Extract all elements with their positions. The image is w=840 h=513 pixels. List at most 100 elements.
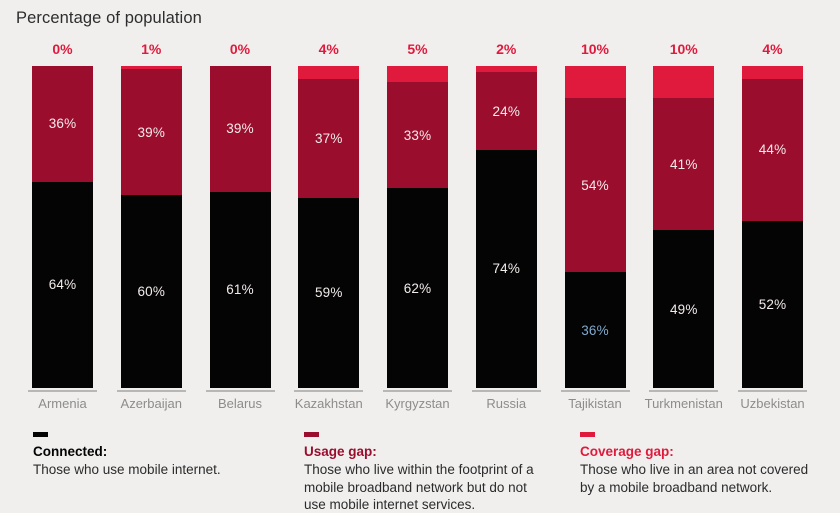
bar-column: 0% 36% 64% Armenia <box>28 40 97 415</box>
usage-gap-segment: 36% <box>32 66 93 182</box>
legend-description-connected: Those who use mobile internet. <box>33 462 221 477</box>
usage-gap-segment: 39% <box>120 69 182 195</box>
segment-value-label: 24% <box>492 103 521 119</box>
coverage-gap-segment <box>387 66 448 83</box>
connected-segment: 52% <box>742 220 803 388</box>
segment-value-label: 36% <box>48 116 77 132</box>
bar-column: 10% 54% 36% Tajikistan <box>560 40 630 415</box>
coverage-gap-value-label: 5% <box>407 41 428 57</box>
stacked-bar: 37% 59% <box>298 66 360 388</box>
coverage-gap-value-label: 4% <box>318 41 339 57</box>
stacked-bar: 44% 52% <box>742 66 803 388</box>
bar-column: 2% 24% 74% Russia <box>471 40 541 415</box>
connected-segment: 36% <box>564 272 626 388</box>
bar-baseline <box>28 390 97 392</box>
legend-label-coverage-gap: Coverage gap: <box>580 444 674 459</box>
coverage-gap-value-label: 1% <box>141 41 162 57</box>
stacked-bar: 39% 60% <box>120 66 182 388</box>
bar-baseline <box>471 390 541 392</box>
connected-segment: 59% <box>298 198 360 388</box>
coverage-gap-value-label: 4% <box>762 41 783 57</box>
legend-item-usage-gap: Usage gap: Those who live within the foo… <box>304 432 548 513</box>
coverage-gap-segment <box>653 66 715 99</box>
bar-column: 10% 41% 49% Turkmenistan <box>645 40 723 415</box>
coverage-gap-segment <box>298 66 360 79</box>
connected-segment: 64% <box>32 181 93 388</box>
segment-value-label: 36% <box>581 322 609 338</box>
country-label: Kazakhstan <box>294 396 363 411</box>
bar-baseline <box>116 390 186 392</box>
country-label: Kyrgyzstan <box>385 396 450 411</box>
segment-value-label: 41% <box>669 156 698 172</box>
country-label: Russia <box>486 396 527 411</box>
stacked-bar: 33% 62% <box>387 66 448 388</box>
stacked-bar: 24% 74% <box>475 66 537 388</box>
segment-value-label: 39% <box>137 124 166 140</box>
country-label: Tajikistan <box>568 396 622 411</box>
bar-column: 1% 39% 60% Azerbaijan <box>116 40 186 415</box>
usage-gap-segment: 33% <box>387 82 448 189</box>
stacked-bar: 39% 61% <box>209 66 271 388</box>
segment-value-label: 37% <box>314 130 343 146</box>
bar-column: 4% 37% 59% Kazakhstan <box>294 40 364 415</box>
bar-baseline <box>294 390 364 392</box>
stacked-bar: 54% 36% <box>564 66 626 388</box>
connected-segment: 61% <box>209 191 271 388</box>
legend-description-usage-gap: Those who live within the footprint of a… <box>304 462 534 513</box>
coverage-gap-segment <box>120 66 182 70</box>
country-label: Armenia <box>38 396 87 411</box>
country-label: Turkmenistan <box>644 396 723 411</box>
usage-gap-segment: 39% <box>209 66 271 192</box>
bar-baseline <box>205 390 275 392</box>
bar-column: 0% 39% 61% Belarus <box>205 40 275 415</box>
country-label: Azerbaijan <box>120 396 182 411</box>
segment-value-label: 33% <box>403 127 432 143</box>
usage-gap-segment: 37% <box>298 78 360 198</box>
segment-value-label: 64% <box>48 277 77 293</box>
usage-gap-segment: 54% <box>564 98 626 273</box>
country-label: Uzbekistan <box>740 396 805 411</box>
bar-column: 5% 33% 62% Kyrgyzstan <box>383 40 452 415</box>
connected-segment: 74% <box>475 149 537 388</box>
bar-baseline <box>738 390 807 392</box>
connected-segment: 49% <box>653 230 715 388</box>
coverage-gap-value-label: 0% <box>229 41 251 57</box>
bar-baseline <box>560 390 630 392</box>
segment-value-label: 59% <box>314 285 343 301</box>
coverage-gap-value-label: 2% <box>496 41 517 57</box>
country-label: Belarus <box>217 396 263 411</box>
coverage-gap-value-label: 10% <box>669 41 698 57</box>
coverage-gap-swatch-icon <box>580 432 595 437</box>
legend-item-coverage-gap: Coverage gap: Those who live in an area … <box>580 432 824 496</box>
coverage-gap-segment <box>742 66 803 79</box>
bar-baseline <box>383 390 452 392</box>
bar-column: 4% 44% 52% Uzbekistan <box>738 40 807 415</box>
segment-value-label: 54% <box>581 177 609 193</box>
usage-gap-segment: 24% <box>475 72 537 150</box>
usage-gap-segment: 44% <box>742 78 803 221</box>
segment-value-label: 62% <box>403 280 432 296</box>
legend-label-connected: Connected: <box>33 444 108 459</box>
stacked-bar: 36% 64% <box>32 66 93 388</box>
usage-gap-swatch-icon <box>304 432 319 437</box>
segment-value-label: 60% <box>137 283 166 299</box>
connected-swatch-icon <box>33 432 48 437</box>
legend-description-coverage-gap: Those who live in an area not covered by… <box>580 462 809 495</box>
legend-label-usage-gap: Usage gap: <box>304 444 377 459</box>
stacked-bar-chart: 0% 36% 64% Armenia 1% 39% 60% Azerbaijan 0% 39% 61… <box>28 40 807 415</box>
segment-value-label: 74% <box>492 261 521 277</box>
coverage-gap-segment <box>564 66 626 99</box>
coverage-gap-segment <box>475 66 537 73</box>
coverage-gap-value-label: 0% <box>52 41 73 57</box>
segment-value-label: 61% <box>226 282 254 298</box>
segment-value-label: 52% <box>758 296 787 312</box>
usage-gap-segment: 41% <box>653 98 715 231</box>
connected-segment: 62% <box>387 188 448 388</box>
chart-title: Percentage of population <box>16 9 202 27</box>
segment-value-label: 49% <box>669 301 698 317</box>
stacked-bar: 41% 49% <box>653 66 715 388</box>
connected-segment: 60% <box>120 194 182 388</box>
legend-item-connected: Connected: Those who use mobile internet… <box>33 432 277 479</box>
coverage-gap-value-label: 10% <box>580 41 610 57</box>
